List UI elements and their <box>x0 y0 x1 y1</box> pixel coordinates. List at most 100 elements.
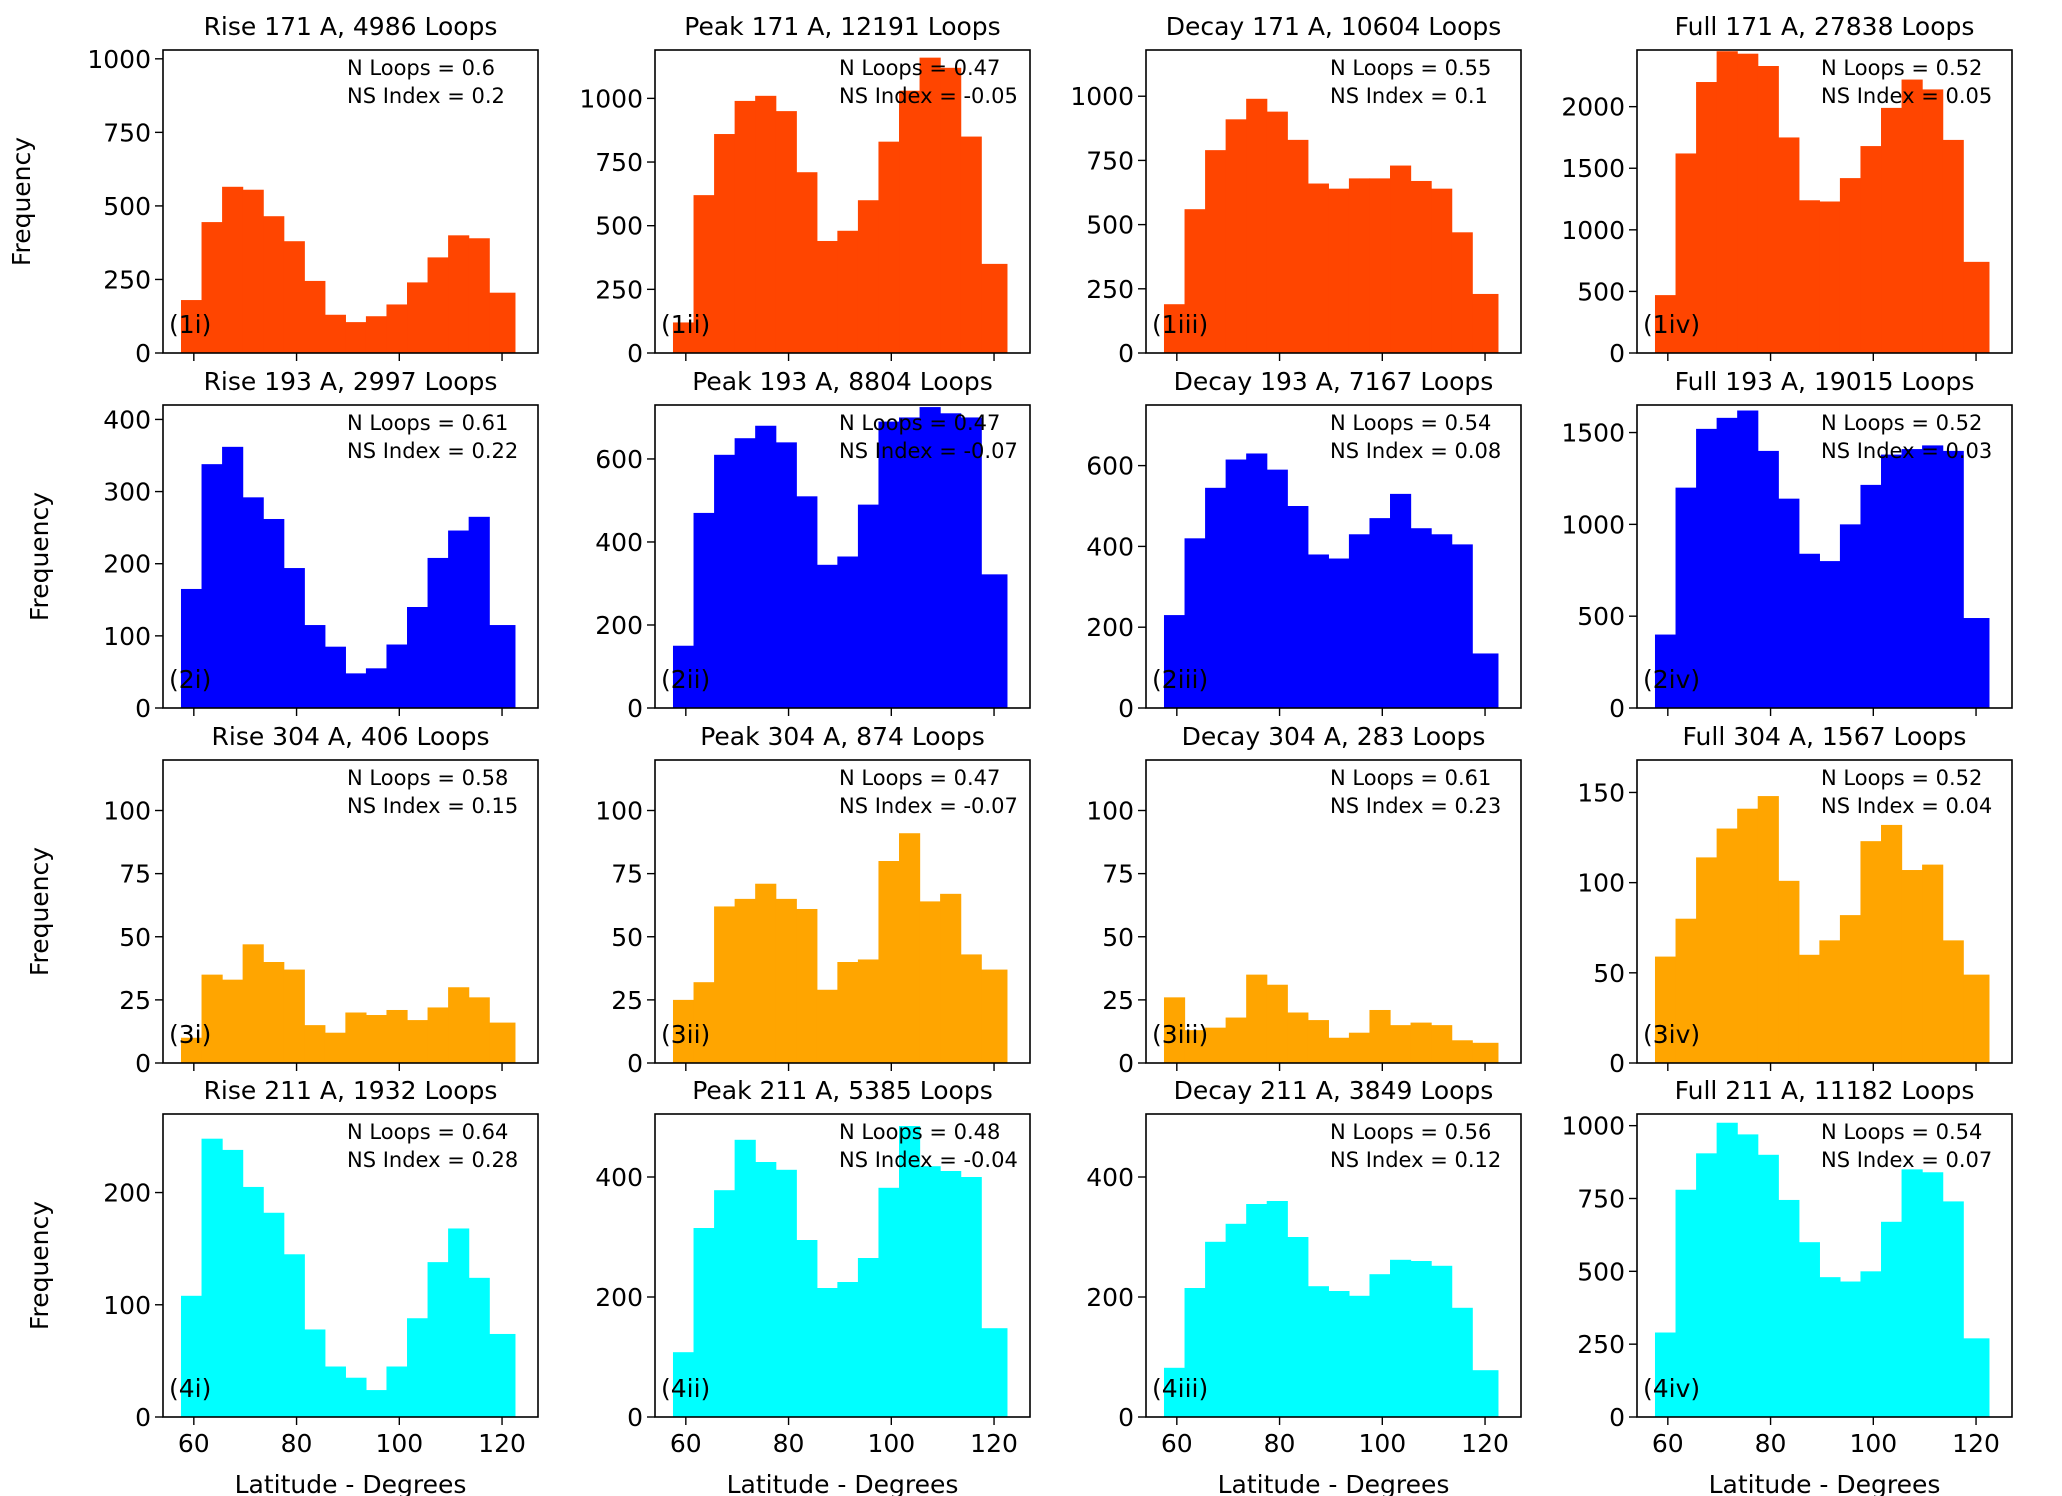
histogram-bar <box>816 240 838 353</box>
axes-frame <box>162 404 539 709</box>
ns-index-annotation: NS Index = 0.04 <box>1821 794 1992 818</box>
y-tick-label: 50 <box>119 923 151 952</box>
histogram-bar <box>878 861 900 1063</box>
histogram-bar <box>1922 1172 1944 1417</box>
histogram-bar <box>1205 150 1227 353</box>
histogram-bar <box>345 1012 367 1063</box>
y-tick-label: 1000 <box>1561 510 1625 539</box>
y-tick-label: 0 <box>135 694 151 723</box>
histogram-bar <box>1472 653 1499 708</box>
panel-12: 0 50 100 150 Full 304 A, 1567 Loops N Loops =… <box>1577 722 2013 1078</box>
histogram-bar <box>796 1240 818 1417</box>
histogram-bar <box>222 446 244 708</box>
histogram-bar <box>693 512 715 708</box>
histogram-bar <box>222 1149 244 1417</box>
histogram-bar <box>304 625 326 708</box>
ns-index-annotation: NS Index = -0.07 <box>839 439 1018 463</box>
y-tick-label: 500 <box>595 212 643 241</box>
x-tick-label: 120 <box>1461 1429 1509 1458</box>
histogram-bar <box>1369 1009 1391 1063</box>
histogram-bar <box>775 1169 797 1417</box>
y-tick-label: 0 <box>627 1049 643 1078</box>
histogram-bar <box>1798 553 1820 708</box>
histogram-bar <box>1696 857 1718 1063</box>
histogram-bar <box>672 999 695 1064</box>
histogram-bar <box>755 95 777 353</box>
histogram-bar <box>263 518 285 708</box>
panel-title: Decay 171 A, 10604 Loops <box>1166 12 1502 41</box>
y-tick-label: 400 <box>595 528 643 557</box>
n-loops-annotation: N Loops = 0.61 <box>1330 766 1491 790</box>
panel-label: (4iii) <box>1152 1374 1208 1403</box>
histogram-bar <box>1798 954 1820 1063</box>
y-tick-label: 0 <box>135 339 151 368</box>
histogram-bar <box>1696 1153 1718 1417</box>
panel-label: (3iii) <box>1152 1020 1208 1049</box>
panel-title: Peak 193 A, 8804 Loops <box>692 367 993 396</box>
histogram-bar <box>1472 1042 1499 1063</box>
histogram-bar <box>1225 1223 1247 1417</box>
panel-9: 0 25 50 75 100 Rise 304 A, 406 Loops N Loops =… <box>25 722 539 1078</box>
histogram-bar <box>1860 146 1882 353</box>
histogram-bar <box>899 833 921 1063</box>
panel-label: (2i) <box>169 665 211 694</box>
histogram-bar <box>981 263 1008 353</box>
y-tick-label: 0 <box>1609 1403 1625 1432</box>
axes-frame <box>654 49 1031 354</box>
x-tick-label: 120 <box>970 1429 1018 1458</box>
histogram-bar <box>386 1009 408 1063</box>
x-tick-label: 120 <box>1952 1429 2000 1458</box>
histogram-bar <box>1369 1274 1391 1417</box>
histogram-bar <box>1307 183 1329 353</box>
y-tick-label: 0 <box>1118 1049 1134 1078</box>
x-tick-label: 100 <box>1358 1429 1406 1458</box>
panel-10: 0 25 50 75 100 Peak 304 A, 874 Loops N Loops =… <box>595 722 1031 1078</box>
ns-index-annotation: NS Index = 0.03 <box>1821 439 1992 463</box>
histogram-bar <box>1716 417 1738 708</box>
y-tick-label: 1000 <box>87 45 151 74</box>
y-tick-label: 1500 <box>1561 154 1625 183</box>
histogram-bar <box>1654 1332 1677 1417</box>
histogram-bar <box>1184 1030 1206 1063</box>
histogram-bar <box>1287 139 1309 353</box>
y-tick-label: 0 <box>1118 339 1134 368</box>
histogram-bar <box>1307 554 1329 708</box>
y-tick-label: 300 <box>103 478 151 507</box>
histogram-bar <box>1246 453 1268 708</box>
histogram-bar <box>734 898 756 1064</box>
histogram-bar <box>1184 209 1206 353</box>
histogram-bar <box>1737 808 1759 1063</box>
histogram-bar <box>386 304 408 353</box>
histogram-bar <box>1757 66 1779 353</box>
ns-index-annotation: NS Index = 0.23 <box>1330 794 1501 818</box>
n-loops-annotation: N Loops = 0.52 <box>1821 56 1982 80</box>
histogram-bar <box>1819 940 1841 1063</box>
histogram-bar <box>1654 634 1677 708</box>
histogram-bar <box>468 238 490 353</box>
histogram-bar <box>324 1032 346 1063</box>
axes-frame <box>1145 1113 1522 1418</box>
histogram-bar <box>1737 410 1759 708</box>
axes-frame <box>162 49 539 354</box>
y-tick-label: 0 <box>1118 694 1134 723</box>
y-tick-label: 200 <box>103 1179 151 1208</box>
histogram-bar <box>242 944 264 1063</box>
histogram-bar <box>263 962 285 1063</box>
histogram-bar <box>960 954 982 1063</box>
panel-title: Rise 171 A, 4986 Loops <box>204 12 498 41</box>
histogram-bar <box>468 1277 490 1417</box>
n-loops-annotation: N Loops = 0.61 <box>347 411 508 435</box>
histogram-bar <box>1778 880 1800 1063</box>
histogram-bar <box>1307 1286 1329 1417</box>
panel-label: (1iv) <box>1643 310 1700 339</box>
histogram-bar <box>796 496 818 708</box>
histogram-bar <box>345 1377 367 1417</box>
histogram-bar <box>407 1318 429 1417</box>
histogram-bar <box>222 979 244 1063</box>
histogram-bar <box>734 100 756 353</box>
histogram-bar <box>1757 1154 1779 1417</box>
n-loops-annotation: N Loops = 0.55 <box>1330 56 1491 80</box>
histogram-bar <box>734 1139 756 1417</box>
panel-label: (3i) <box>169 1020 211 1049</box>
histogram-bar <box>940 67 962 353</box>
